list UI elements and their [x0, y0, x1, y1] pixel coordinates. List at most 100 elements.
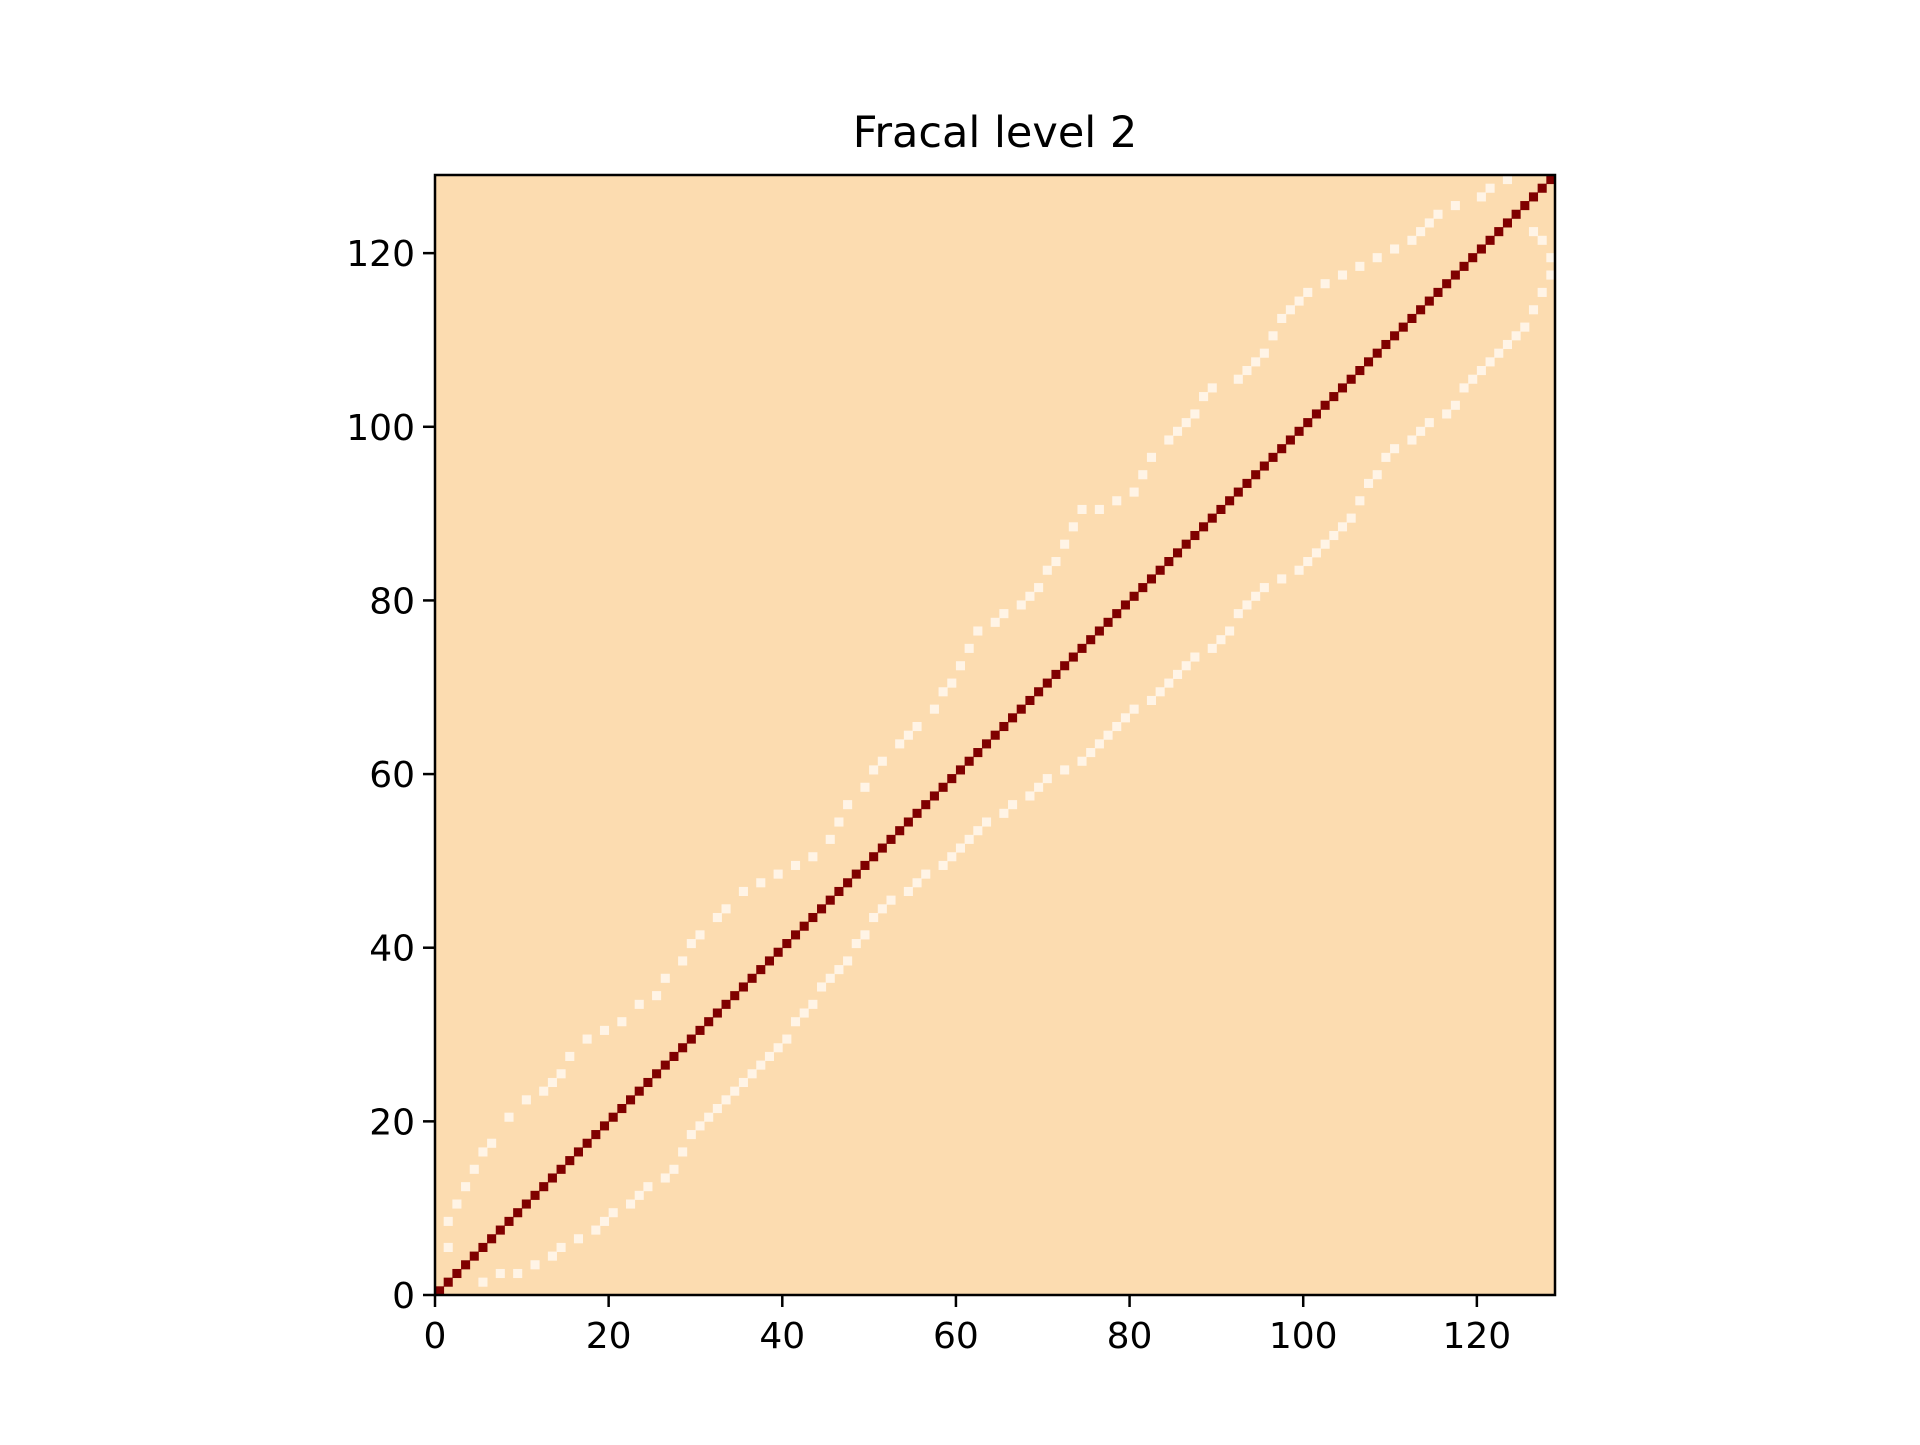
- band-cell-lower: [999, 808, 1009, 818]
- diagonal-cell: [1225, 496, 1235, 506]
- band-cell-lower: [591, 1225, 601, 1235]
- diagonal-cell: [938, 782, 948, 792]
- band-cell-upper: [860, 782, 870, 792]
- band-cell-upper: [1337, 270, 1348, 280]
- diagonal-cell: [973, 748, 983, 758]
- band-cell-lower: [877, 904, 887, 914]
- band-cell-upper: [756, 878, 766, 888]
- diagonal-cell: [947, 774, 957, 784]
- diagonal-cell: [1459, 261, 1469, 271]
- band-cell-lower: [1172, 669, 1183, 679]
- diagonal-cell: [1042, 678, 1052, 688]
- band-cell-upper: [773, 869, 783, 879]
- band-cell-lower: [790, 1017, 801, 1027]
- band-cell-upper: [895, 739, 905, 749]
- x-axis: 0 20 40 60 80 100 120: [424, 1295, 1511, 1357]
- band-cell-lower: [1077, 756, 1087, 766]
- band-cell-lower: [860, 930, 870, 940]
- band-cell-upper: [1476, 192, 1486, 202]
- diagonal-cell: [1407, 313, 1417, 323]
- band-cell-lower: [1502, 339, 1512, 350]
- diagonal-cell: [834, 886, 844, 897]
- diagonal-cell: [513, 1208, 523, 1218]
- diagonal-cell: [660, 1060, 670, 1070]
- band-cell-upper: [695, 930, 705, 940]
- diagonal-cell: [1008, 713, 1018, 723]
- diagonal-cell: [591, 1130, 601, 1140]
- band-cell-upper: [1251, 357, 1261, 367]
- band-cell-upper: [825, 834, 835, 844]
- band-cell-upper: [1320, 279, 1330, 289]
- diagonal-cell: [565, 1156, 575, 1166]
- chart-title: Fracal level 2: [853, 108, 1138, 158]
- band-cell-upper: [947, 678, 957, 688]
- band-cell-lower: [1511, 331, 1521, 341]
- diagonal-cell: [1034, 687, 1044, 697]
- band-cell-lower: [947, 852, 957, 862]
- diagonal-cell: [921, 800, 931, 810]
- x-tick-label: 80: [1107, 1316, 1153, 1357]
- band-cell-upper: [1042, 565, 1052, 575]
- band-cell-lower: [799, 1008, 809, 1018]
- band-cell-lower: [1476, 366, 1486, 376]
- band-cell-lower: [817, 982, 827, 992]
- band-cell-lower: [1277, 574, 1287, 584]
- diagonal-cell: [903, 817, 913, 827]
- diagonal-cell: [730, 991, 740, 1001]
- band-cell-lower: [686, 1130, 696, 1140]
- diagonal-cell: [1450, 270, 1460, 280]
- band-cell-lower: [1251, 591, 1261, 601]
- band-cell-lower: [1225, 626, 1235, 636]
- diagonal-cell: [964, 756, 974, 766]
- y-tick-label: 0: [392, 1276, 415, 1317]
- plot-frame: [433, 173, 1557, 1297]
- band-cell-lower: [1294, 565, 1304, 575]
- band-cell-upper: [1502, 175, 1512, 185]
- diagonal-cell: [1398, 322, 1408, 332]
- diagonal-cell: [435, 1286, 445, 1296]
- diagonal-cell: [695, 1025, 705, 1035]
- diagonal-cell: [1537, 183, 1547, 193]
- band-cell-lower: [738, 1077, 748, 1088]
- band-cell-lower: [1259, 583, 1269, 593]
- diagonal-cell: [1416, 305, 1426, 315]
- band-cell-lower: [1546, 253, 1556, 263]
- diagonal-cell: [1546, 175, 1556, 185]
- band-cell-upper: [565, 1051, 575, 1061]
- diagonal-cell: [1086, 635, 1096, 645]
- band-cell-lower: [938, 860, 948, 870]
- band-cell-upper: [1433, 209, 1443, 219]
- band-cell-lower: [1520, 322, 1530, 332]
- heatmap-cells: [435, 175, 1556, 1296]
- band-cell-upper: [521, 1095, 531, 1105]
- band-cell-upper: [660, 973, 670, 983]
- band-cell-upper: [1164, 435, 1174, 445]
- band-cell-upper: [1390, 244, 1400, 254]
- diagonal-cell: [1216, 504, 1226, 515]
- diagonal-cell: [617, 1103, 627, 1114]
- band-cell-upper: [1138, 470, 1148, 480]
- band-cell-lower: [756, 1060, 766, 1070]
- diagonal-cell: [912, 808, 922, 818]
- band-cell-upper: [1068, 522, 1078, 532]
- diagonal-cell: [1129, 591, 1139, 601]
- diagonal-cell: [990, 730, 1000, 740]
- diagonal-cell: [634, 1086, 644, 1096]
- diagonal-cell: [1381, 339, 1391, 350]
- y-tick-label: 80: [369, 581, 415, 622]
- band-cell-lower: [1303, 557, 1313, 567]
- band-cell-lower: [764, 1051, 775, 1061]
- band-cell-lower: [1034, 782, 1044, 792]
- diagonal-cell: [981, 739, 992, 749]
- diagonal-cell: [1329, 392, 1339, 402]
- diagonal-cell: [869, 852, 879, 862]
- band-cell-upper: [738, 886, 748, 897]
- band-cell-lower: [669, 1164, 679, 1174]
- diagonal-cell: [895, 826, 905, 836]
- band-cell-upper: [634, 999, 644, 1009]
- band-cell-upper: [1407, 235, 1417, 245]
- band-cell-lower: [1546, 270, 1556, 280]
- x-tick-label: 60: [933, 1316, 979, 1357]
- band-cell-upper: [973, 626, 983, 636]
- band-cell-upper: [1450, 201, 1460, 211]
